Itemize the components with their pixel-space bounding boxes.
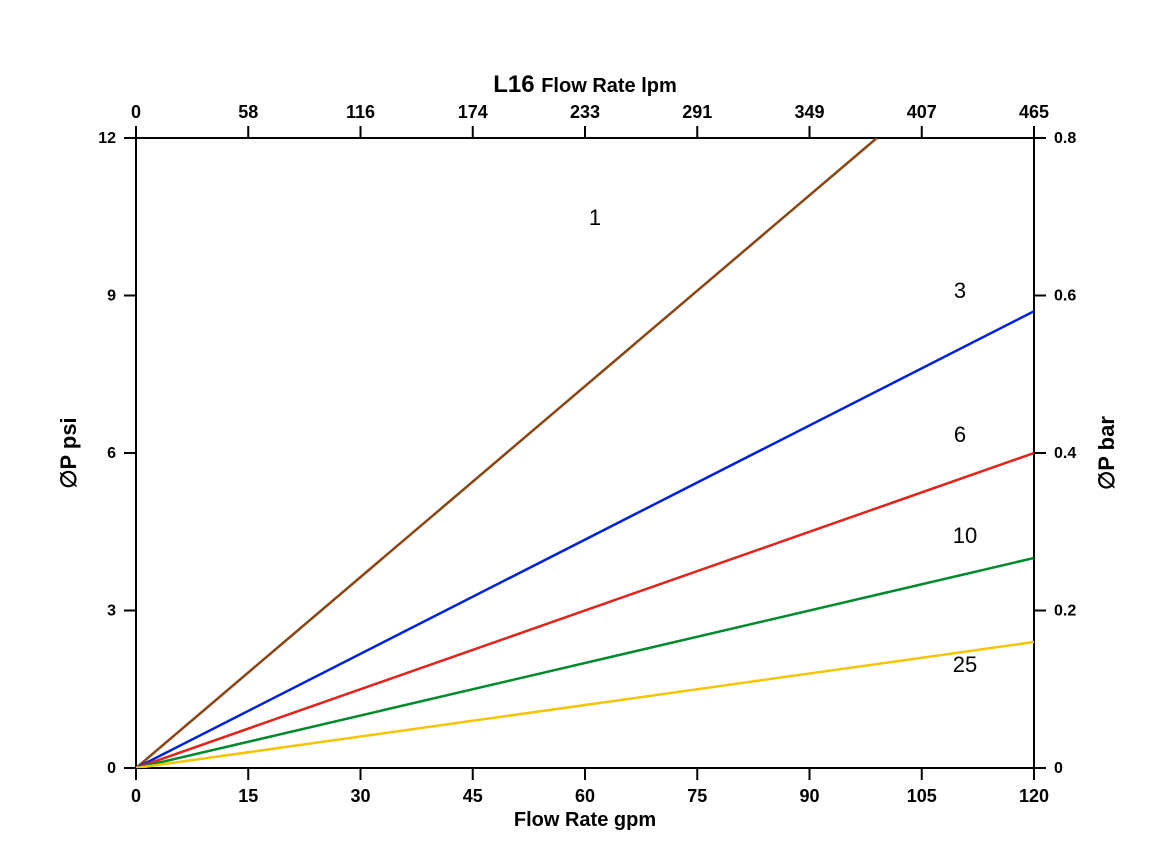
chart-title: L16 Flow Rate lpm (493, 71, 677, 98)
left-tick-label: 0 (107, 760, 116, 777)
y-axis-label-right: ∅P bar (1094, 416, 1119, 490)
right-tick-label: 0.2 (1054, 603, 1076, 620)
top-tick-label: 349 (794, 102, 824, 122)
top-tick-label: 0 (131, 102, 141, 122)
bottom-tick-label: 120 (1019, 786, 1049, 806)
left-tick-label: 9 (107, 288, 116, 305)
bottom-tick-label: 75 (687, 786, 707, 806)
bottom-tick-label: 90 (799, 786, 819, 806)
right-tick-label: 0 (1054, 760, 1063, 777)
top-tick-label: 116 (346, 102, 375, 122)
series-label-1: 1 (589, 205, 601, 230)
chart-svg: 13610250153045607590105120Flow Rate gpm0… (0, 0, 1170, 866)
left-tick-label: 12 (98, 130, 116, 147)
top-tick-label: 465 (1019, 102, 1049, 122)
series-label-10: 10 (953, 523, 977, 548)
bottom-tick-label: 45 (463, 786, 483, 806)
bottom-tick-label: 15 (238, 786, 258, 806)
series-label-25: 25 (953, 652, 977, 677)
x-axis-label-bottom: Flow Rate gpm (514, 809, 656, 831)
pressure-flow-chart: 13610250153045607590105120Flow Rate gpm0… (0, 0, 1170, 866)
right-tick-label: 0.8 (1054, 130, 1076, 147)
bottom-tick-label: 105 (907, 786, 937, 806)
top-tick-label: 174 (458, 102, 488, 122)
top-tick-label: 407 (907, 102, 937, 122)
right-tick-label: 0.4 (1054, 445, 1076, 462)
series-label-3: 3 (954, 278, 966, 303)
top-tick-label: 58 (238, 102, 258, 122)
bottom-tick-label: 0 (131, 786, 141, 806)
series-label-6: 6 (954, 422, 966, 447)
top-tick-label: 233 (570, 102, 600, 122)
left-tick-label: 3 (107, 603, 116, 620)
top-tick-label: 291 (682, 102, 712, 122)
right-tick-label: 0.6 (1054, 288, 1076, 305)
bottom-tick-label: 30 (350, 786, 370, 806)
bottom-tick-label: 60 (575, 786, 595, 806)
y-axis-label-left: ∅P psi (56, 417, 81, 488)
left-tick-label: 6 (107, 445, 116, 462)
